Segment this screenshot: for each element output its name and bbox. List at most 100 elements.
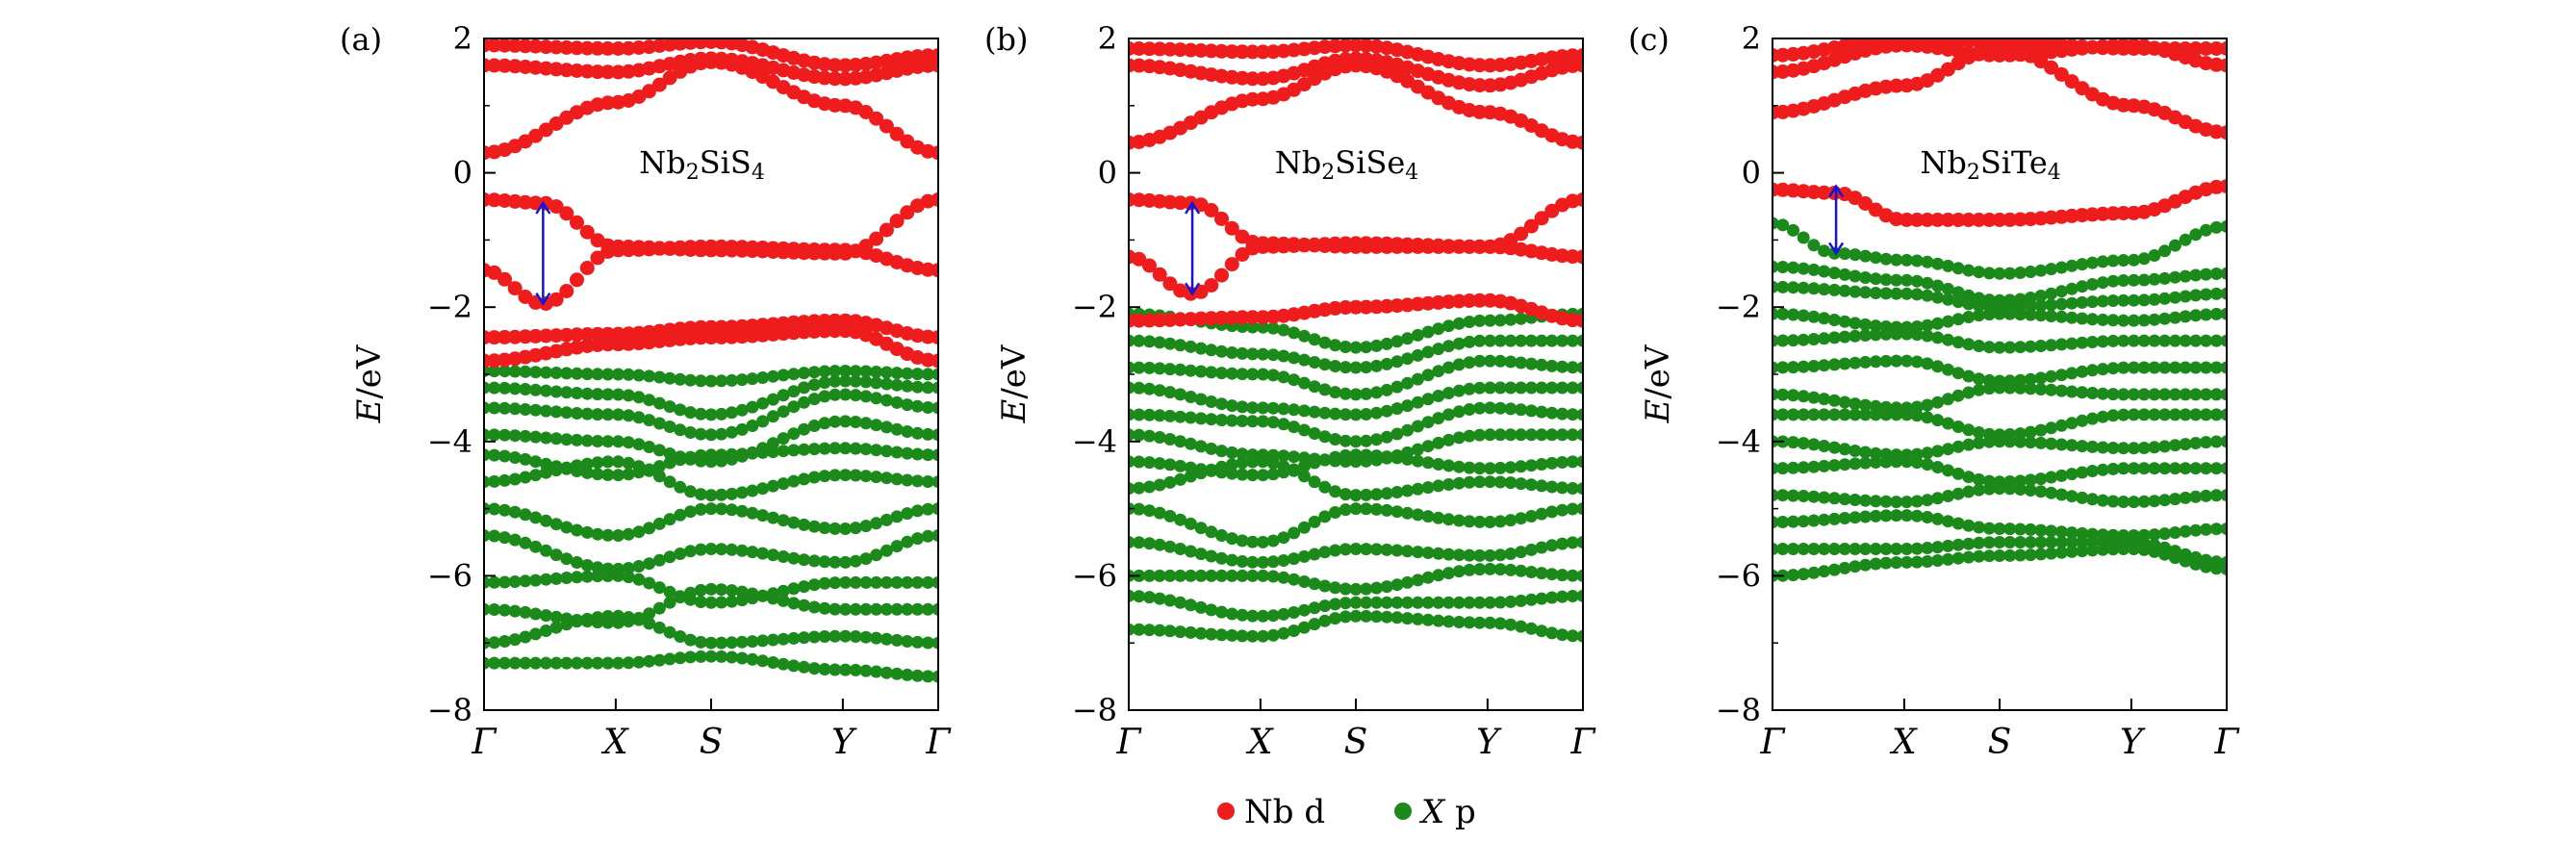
band-point [2219,58,2227,73]
band-point [662,70,677,86]
band-point [2168,239,2181,252]
y-axis-label: E/eV [995,344,1033,423]
band-point [715,502,728,516]
band-point [1266,468,1280,481]
band-point [1432,614,1445,627]
band-point [1390,402,1404,416]
band-point [765,317,780,332]
band-point [1797,408,1810,421]
band-point [1194,412,1208,425]
band-point [725,329,739,344]
band-point [1129,334,1135,347]
band-point [1473,462,1487,475]
band-point [2086,364,2099,377]
x-p-band-2 [1129,354,1583,401]
band-point [1900,213,1914,227]
band-point [1153,362,1166,375]
band-point [2208,179,2224,194]
band-point [529,455,543,469]
band-point [2034,309,2048,322]
x-tick-label: Γ [1116,723,1143,762]
band-point [571,433,583,446]
band-point [1484,516,1496,528]
band-point [2128,408,2140,421]
band-point [1473,475,1487,489]
band-point [1941,259,1954,272]
band-point [1297,423,1311,437]
band-point [1838,330,1851,344]
band-point [1432,596,1445,609]
band-point [508,656,522,670]
band-point [715,636,728,650]
band-point [652,621,666,634]
band-point [1565,48,1580,64]
band-point [1360,448,1373,462]
band-point [1535,358,1548,371]
band-point [508,402,522,416]
band-point [1555,49,1569,64]
band-point [901,398,914,412]
band-point [1776,408,1790,421]
y-tick-label: −8 [427,692,472,728]
band-point [663,585,676,599]
band-point [1297,603,1311,617]
band-point [1225,446,1238,459]
band-point [1143,624,1156,637]
band-point [2168,493,2181,506]
band-point [1163,509,1177,522]
band-point [1576,408,1583,421]
x-p-band-10 [1773,482,2227,509]
band-point [1973,372,1985,386]
band-point [1380,487,1393,500]
band-point [2076,440,2089,453]
band-point [2065,337,2079,350]
band-point [1349,361,1363,374]
band-point [1859,446,1872,459]
band-point [859,575,873,589]
band-point [1535,567,1548,580]
band-point [1962,297,1976,311]
band-point [560,552,574,566]
band-point [684,586,697,599]
band-point [1163,363,1177,376]
band-point [1225,569,1238,582]
band-point [1380,596,1393,609]
band-point [2086,336,2099,348]
y-axis-label: E/eV [350,344,389,423]
band-point [694,596,707,608]
band-point [1776,280,1790,293]
band-point [1236,456,1249,470]
band-point [591,368,604,381]
band-point [539,656,552,670]
band-point [1452,405,1466,419]
band-point [1951,213,1966,227]
band-point [1483,78,1497,93]
band-point [488,636,501,650]
band-point [1940,213,1955,227]
band-point [1205,366,1218,379]
band-point [519,574,532,588]
band-point [673,331,688,346]
band-point [2200,408,2212,421]
band-point [766,633,779,647]
band-point [745,319,760,334]
band-point [1817,185,1832,200]
band-point [1838,268,1851,281]
band-point [507,281,523,296]
band-point [1900,253,1913,267]
band-point [931,575,938,589]
band-point [1349,388,1363,401]
band-point [1463,596,1476,609]
band-point [1951,551,1965,565]
band-point [1556,503,1569,517]
band-point [2076,365,2089,378]
band-point [2179,361,2192,374]
band-point [570,215,584,230]
band-point [1339,597,1352,610]
band-point [579,261,595,275]
band-point [1129,408,1135,421]
band-point [1807,460,1821,473]
band-point [1973,340,1985,352]
band-point [591,611,604,624]
band-point [1411,454,1424,468]
